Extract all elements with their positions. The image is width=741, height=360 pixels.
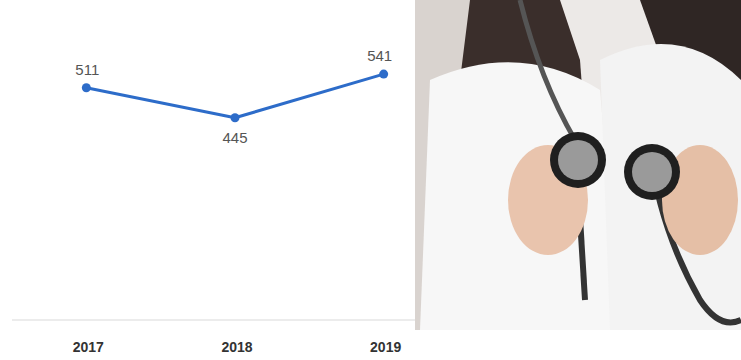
chestpiece-diaphragm xyxy=(558,140,598,180)
photo xyxy=(415,0,741,330)
chart: 2017 2018 2019 511 445 541 xyxy=(0,0,741,360)
point xyxy=(231,113,240,122)
coat xyxy=(600,44,741,330)
point xyxy=(82,83,91,92)
page: 2017 2018 2019 511 445 541 xyxy=(0,0,741,360)
stethoscope-tube xyxy=(520,0,575,140)
series xyxy=(82,70,388,123)
point xyxy=(379,70,388,79)
data-label: 511 xyxy=(75,61,99,78)
x-axis-line xyxy=(12,320,415,321)
coat xyxy=(420,62,620,330)
chestpiece xyxy=(550,132,606,188)
data-label: 445 xyxy=(222,129,247,146)
data-label: 541 xyxy=(367,47,392,64)
x-tick-label: 2019 xyxy=(370,339,401,355)
x-tick-label: 2018 xyxy=(221,339,252,355)
chestpiece-diaphragm xyxy=(632,152,672,192)
chestpiece xyxy=(624,144,680,200)
x-tick-label: 2017 xyxy=(73,339,104,355)
photo-background xyxy=(415,0,741,330)
line xyxy=(86,74,383,118)
